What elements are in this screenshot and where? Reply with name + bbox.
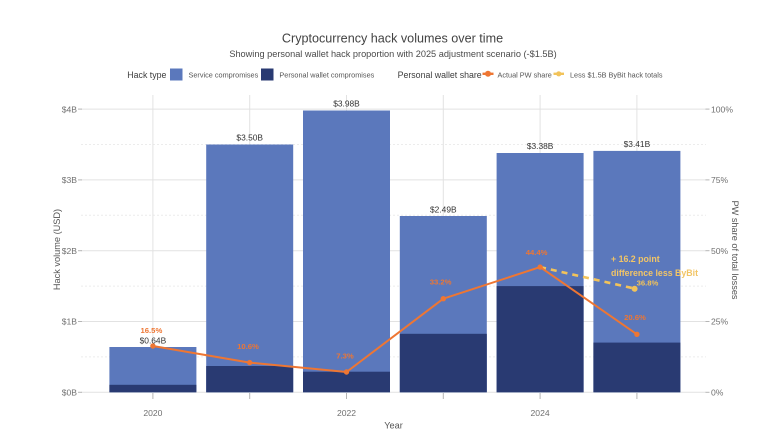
svg-text:50%: 50% xyxy=(711,246,729,256)
svg-text:Less $1.5B ByBit hack totals: Less $1.5B ByBit hack totals xyxy=(570,70,663,79)
svg-text:Cryptocurrency hack volumes ov: Cryptocurrency hack volumes over time xyxy=(282,31,503,45)
svg-text:$3.41B: $3.41B xyxy=(624,139,651,149)
svg-text:33.2%: 33.2% xyxy=(430,278,452,287)
svg-text:0%: 0% xyxy=(711,388,724,398)
svg-text:$1B: $1B xyxy=(62,317,78,327)
svg-text:Personal wallet share: Personal wallet share xyxy=(398,70,482,80)
svg-text:Personal wallet compromises: Personal wallet compromises xyxy=(279,70,374,79)
svg-text:25%: 25% xyxy=(711,317,729,327)
svg-text:7.3%: 7.3% xyxy=(336,352,354,361)
svg-text:$3.98B: $3.98B xyxy=(333,98,360,108)
svg-text:$3.38B: $3.38B xyxy=(527,141,554,151)
svg-text:+ 16.2 point: + 16.2 point xyxy=(611,254,660,264)
svg-text:36.8%: 36.8% xyxy=(637,278,659,287)
svg-text:$0B: $0B xyxy=(62,388,78,398)
svg-text:PW share of total losses: PW share of total losses xyxy=(730,200,740,299)
svg-text:100%: 100% xyxy=(711,104,733,114)
svg-text:2024: 2024 xyxy=(531,408,550,418)
svg-text:$0.64B: $0.64B xyxy=(140,336,167,346)
svg-text:2020: 2020 xyxy=(143,408,162,418)
svg-text:10.6%: 10.6% xyxy=(237,342,259,351)
svg-text:20.6%: 20.6% xyxy=(624,313,646,322)
svg-text:75%: 75% xyxy=(711,175,729,185)
svg-text:2022: 2022 xyxy=(337,408,356,418)
svg-text:$4B: $4B xyxy=(62,104,78,114)
svg-text:Hack volume (USD): Hack volume (USD) xyxy=(52,209,62,290)
svg-text:16.5%: 16.5% xyxy=(140,326,162,335)
svg-text:Year: Year xyxy=(384,421,403,431)
svg-text:$2B: $2B xyxy=(62,246,78,256)
svg-text:Actual PW share: Actual PW share xyxy=(498,70,552,79)
svg-text:Hack type: Hack type xyxy=(127,70,166,80)
svg-text:$3B: $3B xyxy=(62,175,78,185)
svg-text:Service compromises: Service compromises xyxy=(189,70,259,79)
svg-text:44.4%: 44.4% xyxy=(526,248,548,257)
svg-text:$2.49B: $2.49B xyxy=(430,205,457,215)
svg-text:difference less ByBit: difference less ByBit xyxy=(611,268,698,278)
svg-text:Showing personal wallet hack p: Showing personal wallet hack proportion … xyxy=(229,49,556,59)
svg-text:$3.50B: $3.50B xyxy=(236,132,263,142)
